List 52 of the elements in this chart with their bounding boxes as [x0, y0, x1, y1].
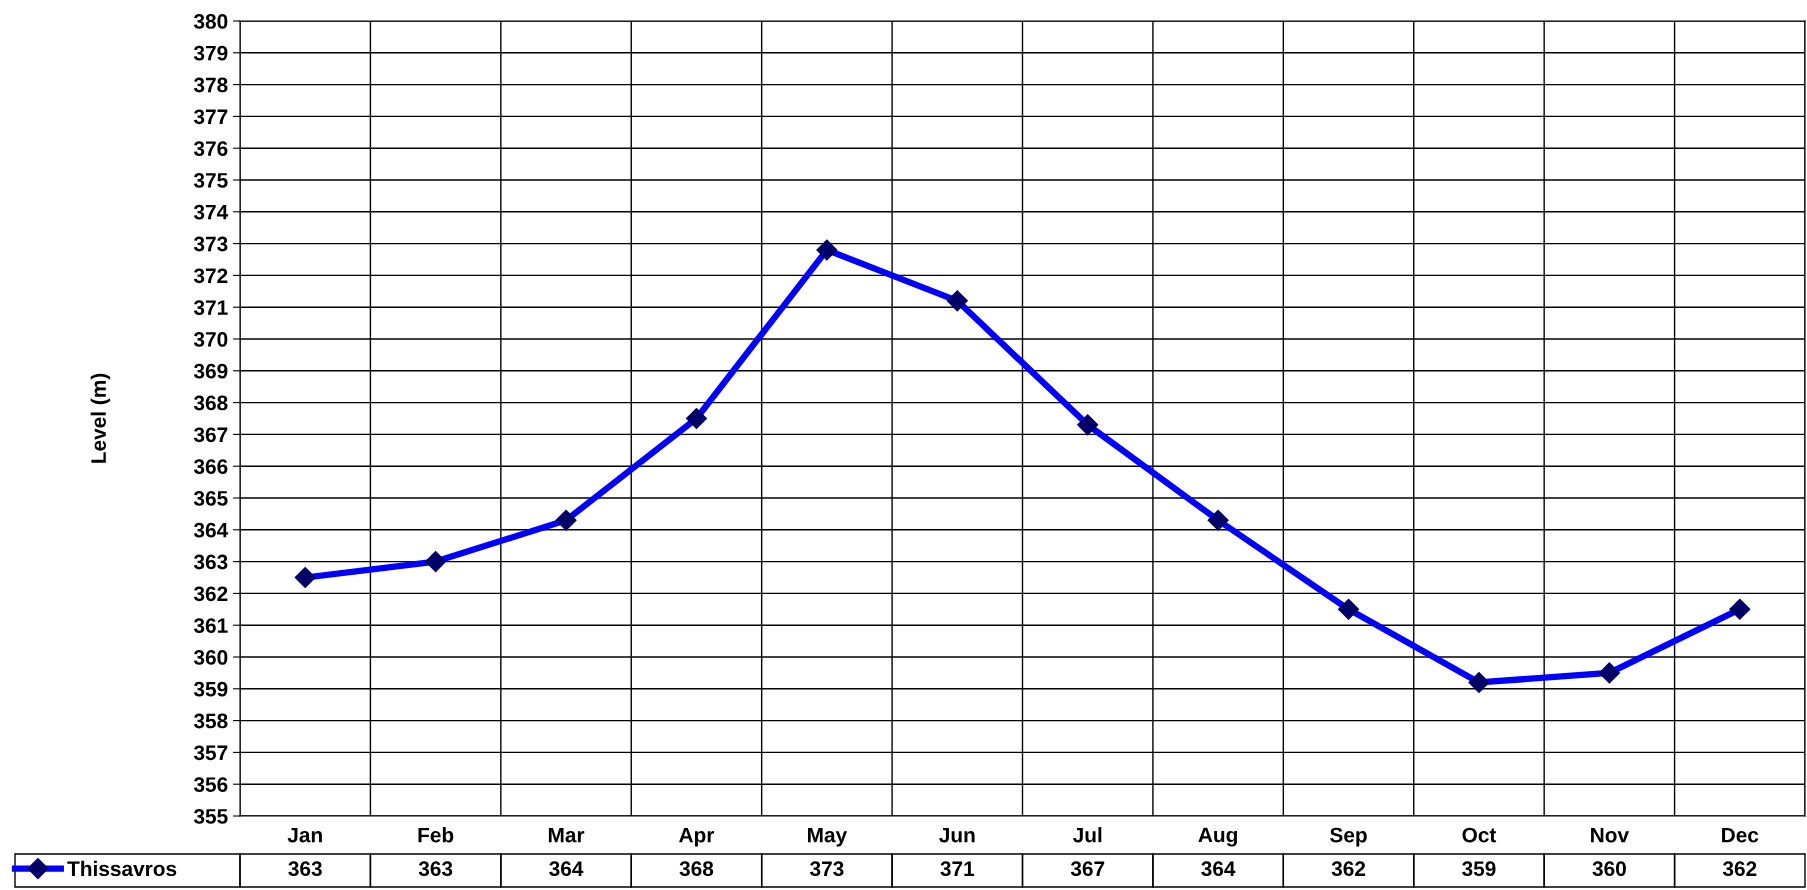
y-tick-label: 368 [193, 395, 228, 411]
x-tick-label: Mar [548, 827, 585, 843]
data-label: 364 [549, 861, 584, 877]
x-tick-label: Nov [1591, 827, 1629, 843]
y-tick-label: 357 [193, 745, 228, 761]
y-tick-label: 356 [193, 777, 228, 792]
data-label: 373 [809, 861, 844, 877]
y-tick-label: 359 [193, 681, 228, 697]
y-tick-label: 361 [193, 618, 228, 633]
y-tick-label: 377 [193, 109, 228, 125]
x-tick-label: Oct [1462, 827, 1497, 843]
data-label: 362 [1722, 861, 1757, 877]
y-tick-label: 371 [193, 300, 228, 315]
x-tick-label: Dec [1722, 827, 1759, 843]
y-tick-label: 370 [193, 332, 228, 347]
y-tick-label: 360 [193, 650, 228, 665]
data-label: 362 [1331, 861, 1366, 877]
data-label: 364 [1201, 861, 1236, 877]
x-tick-label: Jun [939, 827, 975, 843]
y-tick-label: 364 [193, 522, 229, 538]
y-tick-label: 362 [193, 586, 228, 602]
legend-label: Thissavros [67, 860, 177, 877]
y-tick-label: 379 [193, 45, 228, 61]
data-label: 368 [679, 861, 714, 877]
data-label: 367 [1070, 861, 1105, 877]
data-label: 363 [418, 861, 453, 877]
x-tick-label: May [808, 827, 848, 847]
data-label: 363 [288, 861, 322, 877]
y-tick-label: 374 [193, 204, 229, 220]
data-label: 359 [1462, 861, 1496, 877]
y-tick-label: 375 [193, 173, 228, 188]
y-tick-label: 367 [193, 427, 228, 443]
y-tick-label: 378 [193, 77, 228, 93]
y-tick-label: 355 [193, 809, 228, 824]
x-tick-label: Feb [418, 827, 454, 843]
data-label: 360 [1592, 861, 1626, 877]
y-tick-label: 380 [193, 14, 228, 29]
x-tick-label: Jul [1072, 827, 1102, 843]
x-tick-label: Apr [679, 827, 715, 847]
y-tick-label: 365 [193, 491, 228, 506]
x-tick-label: Sep [1330, 827, 1367, 847]
y-tick-label: 376 [193, 141, 228, 156]
y-tick-label: 369 [193, 363, 228, 379]
y-axis-title: Level (m) [90, 373, 111, 463]
x-tick-label: Aug [1198, 827, 1237, 847]
y-tick-label: 373 [193, 236, 228, 252]
y-tick-label: 358 [193, 713, 228, 729]
data-label: 371 [940, 861, 975, 877]
x-tick-label: Jan [287, 827, 322, 843]
y-tick-label: 363 [193, 554, 228, 570]
y-tick-label: 366 [193, 459, 228, 474]
y-tick-label: 372 [193, 268, 228, 284]
